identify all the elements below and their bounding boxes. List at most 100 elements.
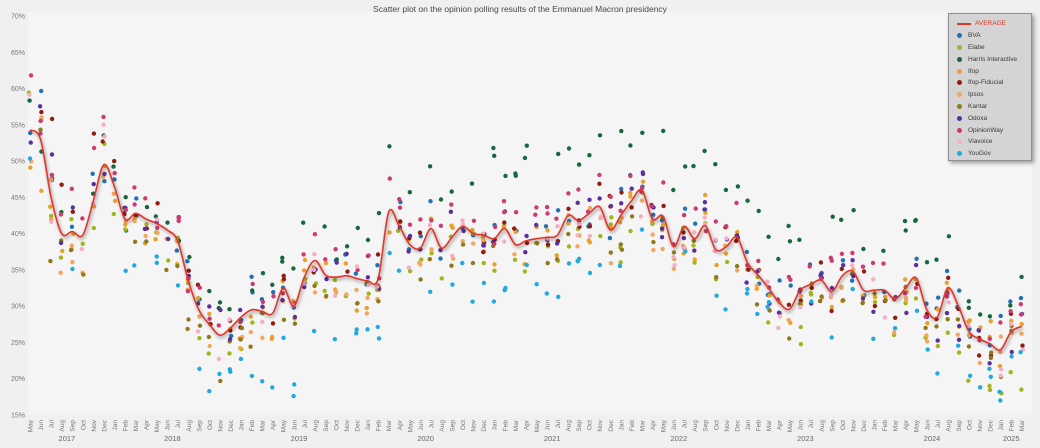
- scatter-point: [934, 257, 939, 262]
- scatter-point: [786, 302, 792, 307]
- scatter-point: [829, 304, 834, 310]
- scatter-point: [619, 128, 624, 134]
- scatter-point: [671, 250, 677, 255]
- scatter-point: [481, 249, 486, 255]
- scatter-point: [691, 238, 696, 243]
- scatter-point: [924, 333, 929, 338]
- scatter-point: [491, 299, 497, 304]
- scatter-point: [682, 245, 687, 250]
- scatter-point: [955, 332, 960, 337]
- scatter-point: [619, 201, 624, 206]
- scatter-point: [144, 222, 149, 227]
- scatter-point: [250, 281, 255, 287]
- scatter-point: [840, 298, 846, 303]
- scatter-point: [207, 316, 212, 321]
- scatter-point: [155, 225, 160, 231]
- scatter-point: [292, 314, 298, 320]
- x-tick-label: Jun: [165, 420, 172, 431]
- scatter-point: [556, 294, 561, 299]
- scatter-point: [608, 203, 614, 209]
- scatter-point: [260, 271, 266, 276]
- scatter-point: [587, 233, 593, 239]
- scatter-point: [417, 230, 423, 235]
- scatter-point: [849, 278, 855, 283]
- scatter-point: [639, 198, 645, 203]
- scatter-point: [324, 293, 329, 299]
- scatter-point: [493, 224, 498, 230]
- y-tick-label: 30%: [11, 304, 25, 311]
- x-tick-label: Feb: [1009, 420, 1016, 432]
- scatter-point: [523, 250, 528, 255]
- scatter-point: [734, 263, 740, 269]
- scatter-point: [766, 320, 771, 325]
- scatter-point: [659, 226, 665, 231]
- average-line: [29, 129, 1023, 351]
- scatter-point: [512, 257, 518, 262]
- x-tick-label: Feb: [756, 420, 763, 432]
- scatter-point: [365, 237, 371, 243]
- scatter-point: [249, 373, 255, 379]
- scatter-point: [745, 286, 750, 292]
- scatter-point: [966, 299, 971, 304]
- scatter-point: [206, 351, 211, 356]
- scatter-point: [143, 233, 148, 239]
- scatter-point: [311, 267, 317, 272]
- x-tick-label: Apr: [397, 419, 404, 430]
- scatter-point: [187, 254, 192, 260]
- scatter-point: [1018, 295, 1024, 301]
- scatter-point: [914, 256, 919, 261]
- x-tick-label: Nov: [977, 419, 984, 431]
- scatter-point: [419, 257, 424, 262]
- scatter-point: [619, 190, 624, 195]
- scatter-point: [407, 269, 413, 274]
- scatter-point: [640, 179, 646, 184]
- scatter-point: [38, 131, 43, 136]
- scatter-point: [829, 292, 834, 297]
- scatter-point: [398, 219, 403, 224]
- scatter-point: [535, 241, 540, 246]
- scatter-point: [471, 218, 477, 223]
- scatter-point: [692, 248, 697, 253]
- scatter-point: [481, 260, 486, 266]
- scatter-point: [218, 378, 223, 384]
- x-tick-label: Sep: [70, 420, 77, 432]
- legend-item-kantar: Kantar: [949, 101, 1031, 113]
- scatter-point: [69, 243, 75, 248]
- x-tick-label: May: [28, 419, 35, 432]
- scatter-point: [946, 275, 951, 280]
- scatter-point: [661, 180, 666, 185]
- scatter-point: [206, 334, 212, 340]
- scatter-point: [47, 204, 53, 209]
- scatter-point: [323, 261, 329, 266]
- scatter-point: [988, 374, 993, 379]
- scatter-point: [692, 257, 697, 262]
- scatter-point: [587, 153, 592, 158]
- scatter-point: [870, 260, 876, 266]
- scatter-point: [132, 263, 137, 268]
- scatter-point: [418, 217, 423, 222]
- scatter-point: [609, 215, 614, 220]
- scatter-point: [70, 266, 75, 272]
- scatter-point: [966, 305, 971, 310]
- scatter-point: [39, 88, 44, 94]
- scatter-point: [672, 263, 677, 268]
- scatter-point: [354, 287, 359, 293]
- scatter-point: [450, 282, 455, 287]
- x-tick-label: Aug: [566, 420, 573, 432]
- scatter-point: [218, 307, 223, 313]
- legend-label: Ifop-Fiducial: [968, 79, 1004, 87]
- scatter-point: [427, 222, 433, 228]
- x-tick-label: Nov: [471, 419, 478, 431]
- x-tick-label: Nov: [91, 419, 98, 431]
- x-tick-label: Aug: [819, 420, 826, 432]
- legend-item-ifop-fiducial: Ifop-Fiducial: [949, 77, 1031, 89]
- scatter-point: [693, 221, 698, 226]
- scatter-point: [123, 222, 128, 227]
- x-tick-label: Dec: [101, 419, 108, 431]
- scatter-point: [619, 247, 625, 252]
- scatter-point: [27, 98, 32, 103]
- scatter-point: [639, 227, 645, 232]
- scatter-point: [460, 239, 465, 244]
- scatter-point: [481, 280, 487, 286]
- scatter-point: [112, 158, 117, 164]
